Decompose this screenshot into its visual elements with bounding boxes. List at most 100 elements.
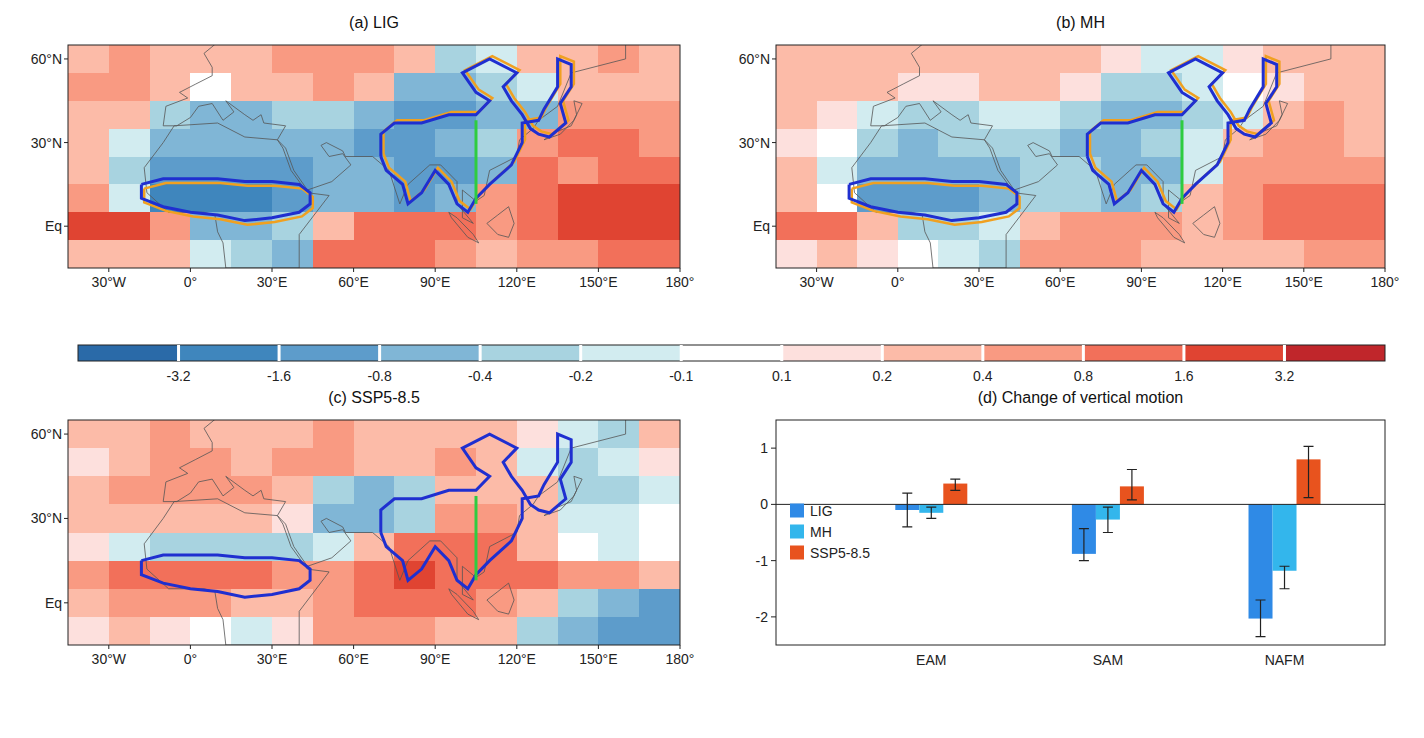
heat-cell: [394, 45, 435, 73]
heat-cell: [1060, 45, 1101, 73]
error-bar: [1127, 470, 1137, 500]
heat-cell: [598, 240, 639, 268]
heat-cell: [190, 73, 231, 101]
error-bar: [950, 479, 960, 490]
colorbar-label: -0.1: [669, 368, 693, 384]
tick-label: 30°E: [257, 274, 288, 290]
tick: [979, 268, 980, 272]
colorbar-label: -3.2: [166, 368, 190, 384]
heat-cell: [1263, 240, 1304, 268]
coastline: [163, 420, 625, 600]
coastline: [449, 212, 479, 243]
tick-label: 1: [760, 440, 768, 456]
heat-cell: [435, 448, 476, 477]
heat-cell: [1223, 157, 1264, 185]
tick-label: 0°: [184, 274, 197, 290]
transect-line: [475, 496, 478, 580]
tick: [771, 448, 776, 449]
heat-cell: [109, 617, 150, 645]
heat-cell: [898, 45, 939, 73]
heat-cell: [776, 184, 817, 212]
tick-label: 180°: [666, 274, 695, 290]
heat-cell: [857, 73, 898, 101]
legend-swatch: [790, 546, 804, 560]
heat-cell: [558, 240, 599, 268]
tick-label: 30°W: [92, 651, 127, 667]
heat-cell: [435, 617, 476, 645]
heat-cell: [313, 212, 354, 240]
heat-cell: [313, 101, 354, 129]
heat-cell: [517, 589, 558, 618]
heat-cell: [1263, 212, 1304, 240]
tick: [772, 142, 776, 143]
plot-area: [68, 45, 680, 268]
tick: [680, 645, 681, 649]
tick-label: 60°E: [1045, 274, 1076, 290]
colorbar-tick: [278, 345, 281, 361]
heat-cell: [639, 45, 680, 73]
heat-cell: [1223, 212, 1264, 240]
heat-cell: [150, 420, 191, 449]
tick: [64, 58, 68, 59]
heat-cell: [817, 129, 858, 157]
heat-cell: [109, 157, 150, 185]
heat-cell: [150, 448, 191, 477]
heat-cell: [776, 45, 817, 73]
heat-cell: [231, 184, 272, 212]
heat-cell: [435, 129, 476, 157]
colorbar-label: 0.2: [873, 368, 893, 384]
tick-label: 90°E: [420, 274, 451, 290]
heat-cell: [354, 504, 395, 533]
heat-cell: [1182, 240, 1223, 268]
heat-cell: [517, 561, 558, 590]
heat-cell: [639, 157, 680, 185]
tick-label: Eq: [45, 218, 62, 234]
colorbar-label: -0.8: [368, 368, 392, 384]
heat-cell: [938, 73, 979, 101]
heat-cell: [1101, 212, 1142, 240]
panel-title: (a) LIG: [349, 14, 399, 31]
heat-cell: [598, 533, 639, 562]
heat-cell: [558, 533, 599, 562]
coastline: [871, 45, 1331, 223]
region-outline-orange: [384, 56, 574, 209]
heat-cell: [68, 101, 109, 129]
heat-cell: [109, 129, 150, 157]
colorbar-cell: [1083, 345, 1184, 361]
heat-cell: [190, 184, 231, 212]
heat-cell: [517, 212, 558, 240]
tick-label: -1: [756, 553, 769, 569]
heat-cell: [1182, 184, 1223, 212]
heat-cell: [639, 240, 680, 268]
heat-cell: [476, 504, 517, 533]
coastline: [144, 123, 329, 268]
heat-cell: [231, 448, 272, 477]
heat-cell: [1020, 45, 1061, 73]
region-outline-blue: [381, 434, 571, 589]
heat-cell: [394, 504, 435, 533]
heat-cell: [517, 157, 558, 185]
region-outline-blue: [1087, 59, 1276, 212]
colorbar-tick: [579, 345, 582, 361]
legend-label: SSP5-8.5: [810, 545, 870, 561]
heat-cell: [558, 212, 599, 240]
heat-cell: [68, 476, 109, 505]
heat-cell: [313, 420, 354, 449]
heat-cell: [313, 129, 354, 157]
heat-cell: [639, 101, 680, 129]
heat-cell: [1304, 129, 1345, 157]
frame: [68, 45, 680, 268]
panel-title: (d) Change of vertical motion: [978, 389, 1183, 406]
tick: [680, 268, 681, 272]
coastline: [852, 123, 1036, 268]
heat-cell: [598, 157, 639, 185]
tick-label: 60°E: [338, 651, 369, 667]
heat-cell: [639, 589, 680, 618]
heat-cell: [394, 448, 435, 477]
heat-cell: [1223, 240, 1264, 268]
heat-cell: [68, 240, 109, 268]
heat-cell: [1304, 45, 1345, 73]
heat-cell: [109, 101, 150, 129]
heat-cell: [639, 448, 680, 477]
tick-label: 60°E: [338, 274, 369, 290]
